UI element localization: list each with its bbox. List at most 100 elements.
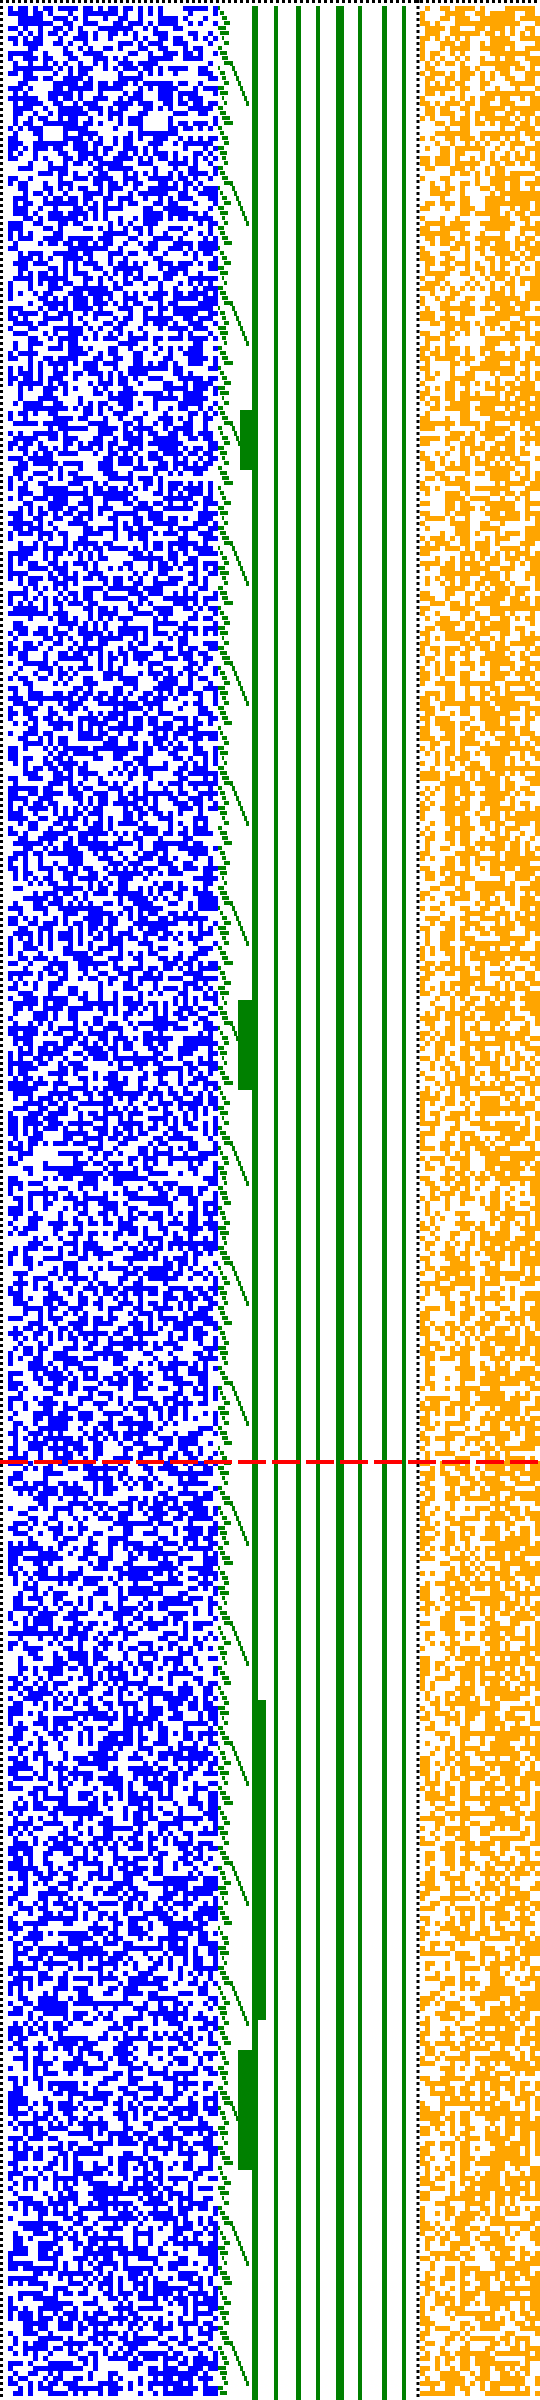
blue-cell-run <box>58 176 63 181</box>
blue-cell-run <box>33 461 58 466</box>
blue-cell-run <box>148 806 158 811</box>
blue-cell-run <box>213 2206 218 2211</box>
blue-cell-run <box>213 1511 218 1516</box>
blue-cell-run <box>213 1391 218 1396</box>
blue-cell-run <box>208 1781 218 1786</box>
blue-cell-run <box>178 1016 188 1021</box>
blue-cell-run <box>208 2256 218 2261</box>
blue-cell-run <box>173 1911 178 1916</box>
blue-cell-run <box>148 2011 188 2016</box>
blue-cell-run <box>128 771 138 776</box>
blue-cell-run <box>113 966 123 971</box>
blue-cell-run <box>158 1096 163 1101</box>
blue-cell-run <box>183 721 188 726</box>
blue-cell-run <box>148 706 153 711</box>
blue-cell-run <box>208 986 213 991</box>
blue-cell-run <box>48 991 53 996</box>
blue-cell-run <box>133 2046 138 2051</box>
blue-cell-run <box>123 1286 158 1291</box>
blue-cell-run <box>203 641 218 646</box>
blue-cell-run <box>108 106 113 111</box>
blue-cell-run <box>128 1846 143 1851</box>
blue-cell-run <box>63 1206 68 1211</box>
blue-cell-run <box>23 1426 28 1431</box>
blue-cell-run <box>33 1871 43 1876</box>
blue-cell-run <box>43 1296 63 1301</box>
blue-cell-run <box>78 1291 83 1296</box>
blue-cell-run <box>203 541 208 546</box>
blue-cell-run <box>178 401 203 406</box>
blue-cell-run <box>13 41 18 46</box>
blue-cell-run <box>8 906 23 911</box>
blue-cell-run <box>63 1636 73 1641</box>
blue-cell-run <box>63 541 68 546</box>
blue-cell-run <box>43 786 53 791</box>
blue-cell-run <box>203 1826 208 1831</box>
blue-cell-run <box>113 301 118 306</box>
blue-cell-run <box>143 1511 148 1516</box>
blue-cell-run <box>198 51 203 56</box>
blue-cell-run <box>148 1401 158 1406</box>
blue-cell-run <box>93 951 103 956</box>
blue-cell-run <box>113 266 143 271</box>
blue-cell-run <box>28 31 33 36</box>
blue-cell-run <box>128 201 138 206</box>
blue-cell-run <box>83 281 88 286</box>
blue-cell-run <box>183 6 208 11</box>
blue-cell-run <box>108 1316 118 1321</box>
blue-cell-run <box>68 2146 73 2151</box>
blue-cell-run <box>148 176 173 181</box>
blue-cell-run <box>23 596 28 601</box>
blue-cell-run <box>128 191 133 196</box>
blue-cell-run <box>148 231 153 236</box>
blue-cell-run <box>108 546 128 551</box>
blue-cell-run <box>138 126 143 131</box>
blue-cell-run <box>8 536 13 541</box>
blue-cell-run <box>88 106 103 111</box>
blue-cell-run <box>78 1691 88 1696</box>
blue-cell-run <box>168 741 173 746</box>
blue-cell-run <box>83 1001 118 1006</box>
blue-cell-run <box>33 2231 48 2236</box>
blue-cell-run <box>133 611 153 616</box>
blue-cell-run <box>13 1596 23 1601</box>
blue-cell-run <box>148 1846 158 1851</box>
blue-cell-run <box>83 606 93 611</box>
blue-cell-run <box>173 2071 198 2076</box>
blue-cell-run <box>168 2191 183 2196</box>
blue-cell-run <box>138 1641 153 1646</box>
blue-cell-run <box>153 1581 183 1586</box>
blue-cell-run <box>123 656 128 661</box>
blue-cell-run <box>103 1636 108 1641</box>
blue-cell-run <box>18 1051 33 1056</box>
blue-cell-run <box>213 2236 218 2241</box>
blue-cell-run <box>78 1331 108 1336</box>
blue-cell-run <box>193 2041 198 2046</box>
blue-cell-run <box>208 856 213 861</box>
blue-cell-run <box>28 791 38 796</box>
blue-cell-run <box>63 1056 68 1061</box>
blue-cell-run <box>13 111 23 116</box>
blue-cell-run <box>68 2121 73 2126</box>
blue-cell-run <box>138 1126 143 1131</box>
blue-cell-run <box>173 1236 183 1241</box>
blue-cell-run <box>103 1026 123 1031</box>
blue-cell-run <box>188 1796 198 1801</box>
blue-cell-run <box>138 111 148 116</box>
blue-cell-run <box>113 1006 118 1011</box>
blue-cell-run <box>58 1026 78 1031</box>
blue-cell-run <box>8 2186 13 2191</box>
blue-cell-run <box>123 1531 133 1536</box>
blue-cell-run <box>208 1761 218 1766</box>
blue-cell-run <box>138 1936 143 1941</box>
blue-cell-run <box>208 2056 213 2061</box>
blue-cell-run <box>108 486 118 491</box>
blue-cell-run <box>133 2111 138 2116</box>
blue-cell-run <box>48 946 53 951</box>
blue-cell-run <box>78 731 93 736</box>
blue-cell-run <box>48 1416 73 1421</box>
blue-cell-run <box>173 1621 178 1626</box>
blue-cell-run <box>33 631 48 636</box>
blue-cell-run <box>163 1056 173 1061</box>
blue-cell-run <box>8 1896 18 1901</box>
